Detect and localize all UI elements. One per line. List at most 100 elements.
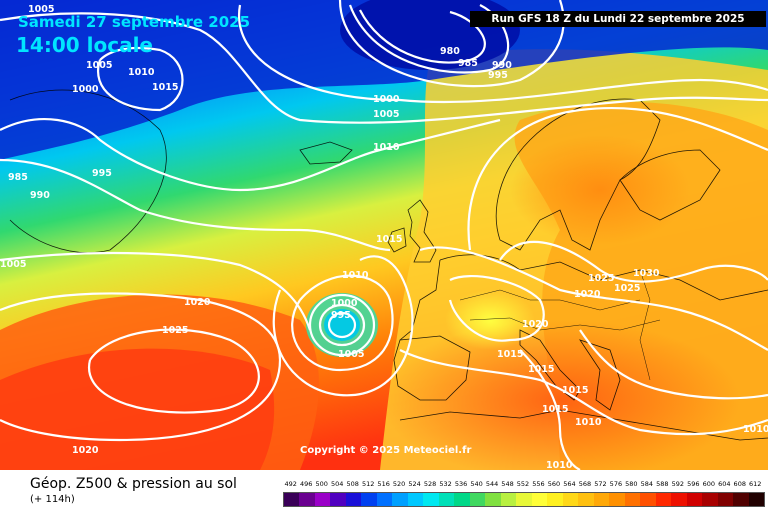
scale-label: 512 (361, 480, 375, 488)
scale-label: 520 (392, 480, 406, 488)
scale-swatch (438, 493, 455, 506)
scale-label: 524 (408, 480, 421, 488)
isobar-label: 1010 (128, 67, 155, 78)
isobar-label: 1000 (72, 84, 99, 95)
scale-swatch (547, 493, 563, 506)
isobar-label: 1025 (162, 325, 188, 336)
scale-swatch (516, 493, 532, 506)
scale-label: 500 (315, 480, 328, 488)
scale-swatch (748, 493, 765, 506)
isobar-label: 1010 (575, 417, 602, 428)
scale-swatch (531, 493, 548, 506)
scale-swatch (562, 493, 579, 506)
scale-swatch (702, 493, 718, 506)
scale-swatch (299, 493, 315, 506)
scale-label: 544 (485, 480, 499, 488)
weather-map: 1005 1005 1010 1015 1000 985 990 995 980… (0, 0, 768, 470)
isobar-label: 985 (8, 172, 28, 183)
isobar-label: 1020 (184, 297, 211, 308)
scale-swatch (361, 493, 377, 506)
scale-label: 536 (454, 480, 468, 488)
scale-swatch (376, 493, 393, 506)
scale-swatch (655, 493, 672, 506)
legend-footer: Géop. Z500 & pression au sol (+ 114h) 49… (0, 470, 768, 512)
isobar-label: 980 (440, 46, 460, 57)
scale-label: 588 (656, 480, 669, 488)
scale-label: 552 (516, 480, 530, 488)
coastlines (9, 89, 768, 441)
isobar-label: 1020 (574, 289, 601, 300)
isobar-label: 995 (488, 70, 508, 81)
scale-label: 540 (470, 480, 483, 488)
scale-swatch (392, 493, 408, 506)
scale-label: 548 (501, 480, 514, 488)
isobar-label: 985 (458, 58, 478, 69)
scale-swatch (593, 493, 610, 506)
scale-label: 608 (733, 480, 746, 488)
forecast-date: Samedi 27 septembre 2025 (18, 13, 251, 31)
scale-label: 580 (625, 480, 638, 488)
isobar-label: 1000 (331, 298, 358, 309)
scale-label: 600 (702, 480, 716, 488)
copyright-text: Copyright © 2025 Meteociel.fr (300, 445, 472, 456)
color-scale-bar (283, 492, 765, 507)
isobar-labels: 1005 1005 1010 1015 1000 985 990 995 980… (0, 4, 768, 470)
scale-label: 528 (423, 480, 437, 488)
scale-swatch (407, 493, 424, 506)
scale-label: 604 (718, 480, 731, 488)
scale-label: 556 (532, 480, 545, 488)
scale-label: 584 (640, 480, 654, 488)
scale-swatch (640, 493, 656, 506)
scale-label: 560 (547, 480, 561, 488)
scale-swatch (469, 493, 486, 506)
scale-swatch (423, 493, 439, 506)
scale-label: 596 (687, 480, 700, 488)
scale-swatch (733, 493, 749, 506)
legend-title: Géop. Z500 & pression au sol (30, 476, 237, 492)
forecast-time: 14:00 locale (16, 33, 153, 57)
scale-swatch (671, 493, 687, 506)
isobar-label: 1020 (72, 445, 99, 456)
scale-label: 568 (578, 480, 592, 488)
isobar-label: 1015 (497, 349, 523, 360)
scale-label: 516 (377, 480, 390, 488)
isobar-label: 1005 (373, 109, 399, 120)
isobar-label: 1010 (743, 424, 768, 435)
scale-swatch (578, 493, 594, 506)
scale-swatch (717, 493, 734, 506)
scale-label: 612 (749, 480, 762, 488)
isobar-label: 990 (30, 190, 50, 201)
isobar-label: 1005 (28, 4, 54, 15)
geopotential-field (0, 0, 768, 470)
scale-swatch (345, 493, 362, 506)
scale-swatch (330, 493, 346, 506)
scale-swatch (485, 493, 501, 506)
scale-label: 504 (330, 480, 344, 488)
model-run-label: Run GFS 18 Z du Lundi 22 septembre 2025 (470, 11, 766, 27)
scale-label: 492 (284, 480, 297, 488)
isobar-label: 1005 (86, 60, 112, 71)
scale-swatch (609, 493, 625, 506)
scale-label: 508 (346, 480, 359, 488)
isobar-label: 1030 (633, 268, 660, 279)
isobar-label: 1015 (152, 82, 178, 93)
isobar-label: 1020 (522, 319, 549, 330)
scale-label: 572 (594, 480, 607, 488)
scale-label: 592 (671, 480, 685, 488)
isobar-label: 1010 (373, 142, 400, 153)
isobar-label: 1010 (546, 460, 573, 470)
isobar-label: 1025 (588, 273, 614, 284)
isobar-label: 1015 (562, 385, 588, 396)
isobar-label: 1005 (0, 259, 26, 270)
isobar-label: 1010 (342, 270, 369, 281)
scale-swatch (314, 493, 331, 506)
isobar-label: 1005 (338, 349, 364, 360)
isobar-label: 995 (331, 310, 351, 321)
isobar-label: 1015 (528, 364, 554, 375)
color-scale-labels: 492 496 500 504 508 512 516 520 524 528 532 536 540 5… (283, 480, 763, 490)
scale-swatch (624, 493, 641, 506)
isobar-lines (0, 0, 768, 470)
isobar-label: 995 (92, 168, 112, 179)
legend-subtitle: (+ 114h) (30, 494, 75, 505)
